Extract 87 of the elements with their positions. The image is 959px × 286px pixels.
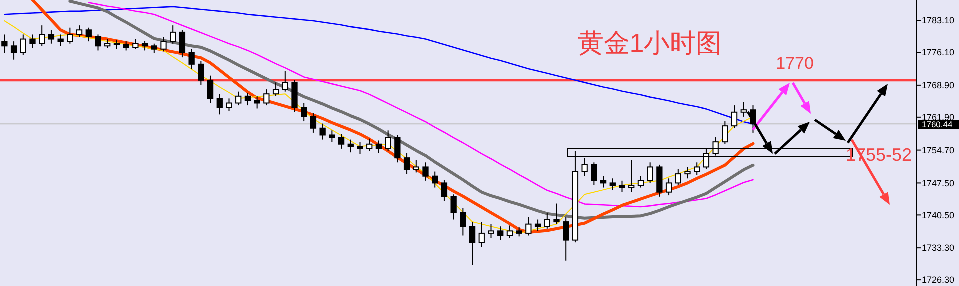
candlestick [460, 208, 466, 236]
candlestick [498, 226, 504, 241]
candlestick [188, 48, 195, 70]
candlestick [320, 123, 326, 140]
candlestick [619, 180, 626, 193]
y-tick-label: 1776.10 [922, 48, 955, 58]
candlestick [526, 216, 532, 236]
candlestick [179, 30, 186, 58]
candlestick [226, 98, 232, 112]
candlestick [432, 171, 438, 188]
candlestick [675, 169, 682, 186]
y-tick-label: 1754.70 [922, 145, 955, 156]
candlestick [628, 160, 635, 193]
candlestick [506, 225, 514, 239]
candlestick [638, 176, 644, 188]
candlestick [86, 27, 92, 42]
candlestick [236, 91, 242, 106]
candlestick [151, 43, 158, 54]
y-tick-label: 1733.30 [922, 243, 955, 254]
candlestick [104, 38, 111, 49]
candlestick [712, 137, 719, 156]
candlestick [385, 130, 392, 152]
candlestick [272, 82, 280, 97]
candlestick [338, 134, 345, 150]
y-tick-label: 1726.30 [922, 275, 955, 286]
candlestick [67, 27, 74, 44]
candlestick [469, 222, 476, 266]
candlestick [404, 153, 410, 175]
candlestick [554, 203, 560, 225]
candlestick [76, 25, 83, 38]
candlestick [376, 140, 382, 154]
candlestick [198, 60, 204, 86]
candlestick [488, 224, 494, 239]
candlestick [582, 158, 588, 177]
candlestick [516, 227, 522, 238]
candlestick [450, 194, 457, 220]
candlestick [731, 105, 738, 129]
candlestick [301, 102, 308, 122]
y-tick-label: 1740.50 [922, 210, 955, 220]
candlestick [123, 41, 130, 52]
candlestick [20, 34, 26, 56]
candlestick [610, 178, 616, 191]
text: 黄金1小时图 [578, 28, 722, 58]
candlestick [207, 75, 214, 104]
candlestick [348, 139, 354, 154]
candlestick [394, 134, 401, 164]
candlestick [216, 94, 223, 116]
candlestick [160, 36, 167, 52]
candlestick [600, 176, 607, 188]
candlestick [10, 41, 18, 60]
candlestick [413, 160, 420, 174]
candlestick [357, 142, 364, 155]
candlestick [534, 219, 542, 232]
candlestick [39, 25, 46, 47]
candlestick [264, 89, 270, 106]
y-tick-label: 1768.90 [922, 80, 955, 91]
candlestick [722, 121, 728, 145]
candlestick [422, 162, 429, 182]
candlestick [684, 166, 691, 180]
candlestick [544, 212, 550, 230]
y-tick-label: 1747.50 [922, 178, 955, 188]
candlestick [647, 162, 654, 184]
candlestick [114, 40, 120, 50]
candlestick [441, 180, 448, 202]
candlestick [329, 130, 336, 143]
candlestick [282, 70, 288, 92]
candlestick [254, 96, 260, 110]
candlestick [132, 38, 139, 50]
candlestick [591, 162, 598, 186]
y-tick-label: 1783.10 [922, 16, 955, 26]
candlestick [244, 92, 252, 106]
candlestick [48, 30, 55, 44]
candlestick [170, 25, 176, 44]
candlestick [703, 148, 710, 170]
candlestick [666, 178, 672, 196]
candlestick [478, 222, 485, 248]
candlestick [2, 34, 8, 54]
candlestick [142, 40, 148, 52]
candlestick [563, 216, 570, 262]
candlestick [740, 102, 747, 118]
candlestick [58, 34, 64, 47]
candlestick [310, 112, 317, 134]
candlestick [95, 34, 102, 52]
candlestick [30, 34, 36, 49]
candlestick [366, 138, 373, 152]
annotation: 1770 [776, 54, 814, 73]
candlestick [694, 162, 700, 176]
